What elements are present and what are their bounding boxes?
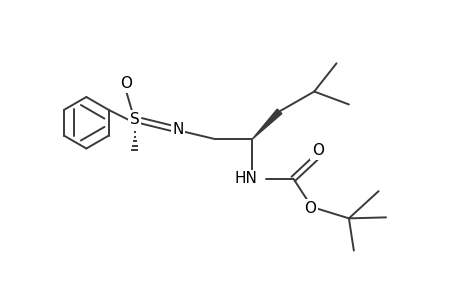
Text: HN: HN (235, 171, 257, 186)
Polygon shape (252, 109, 281, 139)
Text: N: N (172, 122, 183, 137)
Text: O: O (120, 76, 132, 91)
Text: O: O (312, 143, 324, 158)
Text: O: O (303, 201, 316, 216)
Text: S: S (130, 112, 140, 127)
